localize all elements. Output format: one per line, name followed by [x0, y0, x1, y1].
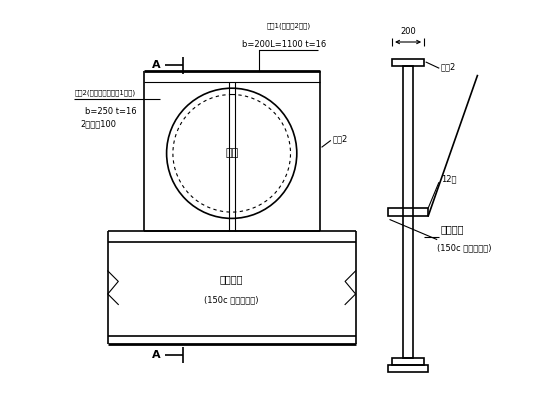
Text: 横杷1(与横杷2拼合): 横杷1(与横杷2拼合) [267, 22, 310, 29]
Text: (150c 热手工字钉): (150c 热手工字钉) [437, 243, 491, 252]
Text: 横板2: 横板2 [333, 134, 348, 143]
Text: 200: 200 [400, 27, 416, 36]
Bar [388, 365, 428, 372]
Bar [392, 358, 424, 365]
Text: A: A [152, 350, 160, 360]
Text: 钟管: 钟管 [225, 148, 239, 158]
Text: 12度: 12度 [441, 174, 456, 183]
Text: b=200L=1100 t=16: b=200L=1100 t=16 [242, 39, 326, 49]
Text: (150c 热手工字钉): (150c 热手工字钉) [204, 296, 259, 305]
Bar [392, 59, 424, 66]
Bar [403, 66, 413, 358]
Text: 横板2: 横板2 [441, 63, 456, 72]
Text: 钟对炊管: 钟对炊管 [441, 224, 464, 234]
Text: A: A [152, 60, 160, 70]
Text: b=250 t=16: b=250 t=16 [85, 107, 136, 116]
Bar [388, 208, 428, 216]
Text: 钟管支撑: 钟管支撑 [220, 274, 244, 284]
Text: 2块间距100: 2块间距100 [81, 119, 116, 129]
Text: 横杷2(与相邻钟管横杷1拼合): 横杷2(与相邻钟管横杷1拼合) [74, 89, 136, 96]
